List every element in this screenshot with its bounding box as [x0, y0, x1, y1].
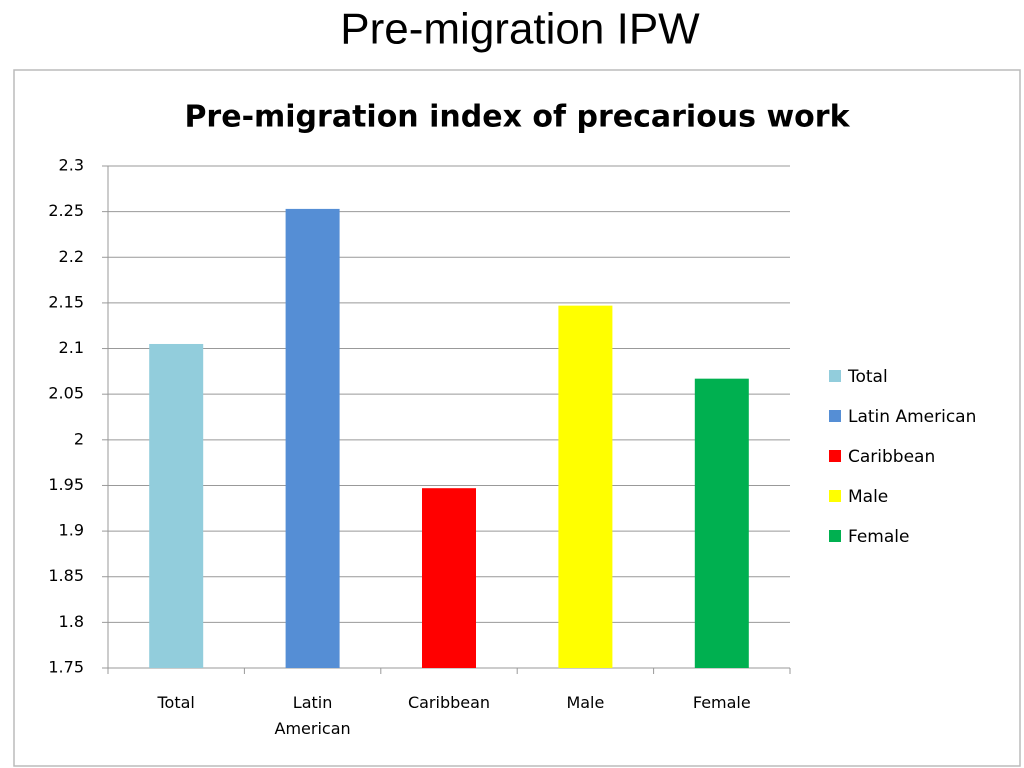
x-tick-label: Male: [566, 693, 605, 712]
x-tick-label: Caribbean: [407, 693, 491, 712]
legend-label: Caribbean: [848, 447, 935, 467]
bar: [422, 488, 476, 668]
y-tick-label: 2: [74, 429, 84, 448]
y-tick-label: 1.9: [59, 521, 84, 540]
y-tick-label: 2.05: [48, 384, 84, 403]
legend-swatch: [829, 370, 841, 382]
y-tick-label: 2.15: [48, 292, 84, 311]
legend-swatch: [829, 530, 841, 542]
legend-swatch: [829, 450, 841, 462]
legend-label: Total: [847, 367, 888, 387]
x-tick-label-box: Female: [692, 693, 751, 712]
x-tick-label-box: Caribbean: [407, 693, 491, 712]
bar: [558, 305, 613, 668]
y-tick-label: 2.3: [59, 156, 84, 175]
chart-title: Pre-migration index of precarious work: [184, 100, 850, 135]
x-tick-label-box: Male: [566, 693, 605, 712]
x-tick-label-box: Total: [157, 693, 195, 712]
y-tick-label: 1.75: [48, 658, 84, 677]
y-tick-label: 1.8: [59, 612, 84, 631]
bar: [149, 343, 204, 668]
legend-swatch: [829, 410, 841, 422]
x-tick-label: Female: [692, 693, 751, 712]
legend-label: Male: [848, 487, 888, 507]
slide-title: Pre-migration IPW: [340, 5, 700, 54]
y-tick-label: 1.85: [48, 566, 84, 585]
y-tick-label: 1.95: [48, 475, 84, 494]
x-tick-label: Total: [157, 693, 195, 712]
y-tick-label: 2.1: [59, 338, 84, 357]
y-tick-label: 2.25: [48, 201, 84, 220]
bar: [285, 208, 340, 668]
bar: [694, 378, 749, 668]
y-tick-label: 2.2: [59, 247, 84, 266]
legend-label: Female: [848, 527, 909, 547]
legend-swatch: [829, 490, 841, 502]
x-tick-label: Latin American: [274, 693, 351, 738]
legend-label: Latin American: [848, 407, 976, 427]
x-tick-label-box: Latin American: [274, 693, 351, 738]
